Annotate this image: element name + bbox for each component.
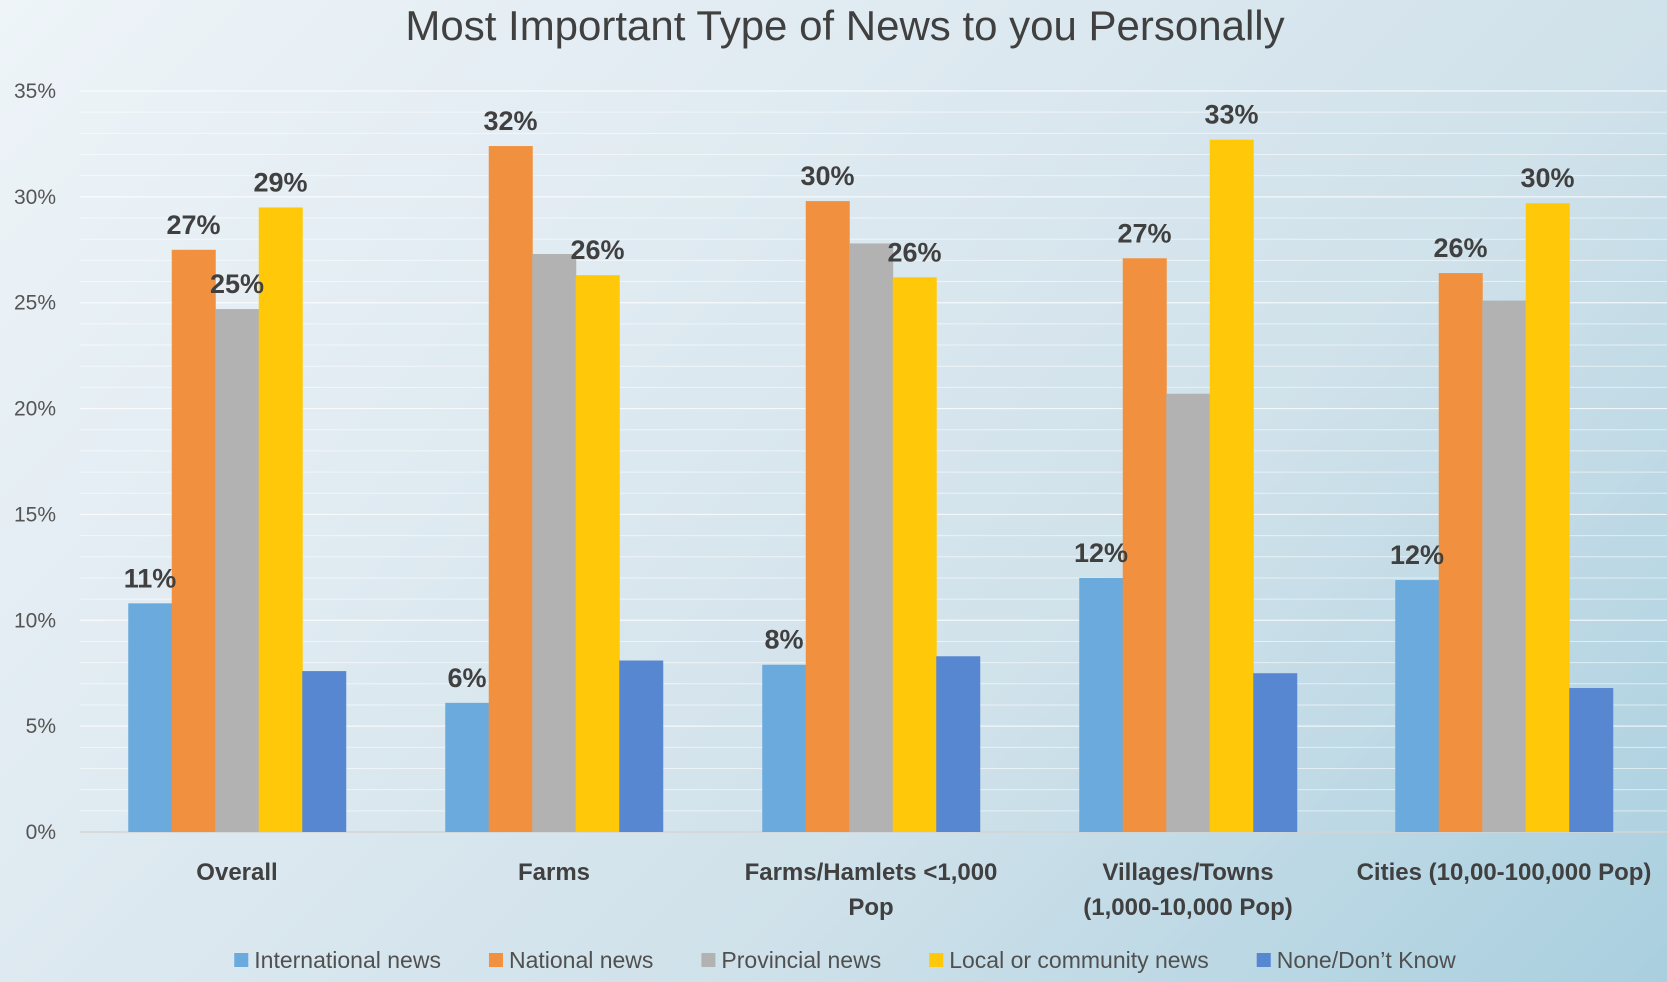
data-label: 6% bbox=[447, 663, 486, 693]
y-tick-label: 5% bbox=[26, 715, 56, 738]
y-tick-label: 0% bbox=[26, 821, 56, 844]
data-label: 11% bbox=[124, 563, 177, 593]
bar-provincial-news bbox=[532, 254, 577, 832]
category-label: Villages/Towns (1,000-10,000 Pop) bbox=[1083, 859, 1292, 921]
legend-swatch bbox=[1256, 953, 1271, 967]
bar-international-news bbox=[128, 603, 173, 832]
data-label: 27% bbox=[166, 210, 220, 240]
legend-swatch bbox=[929, 953, 944, 967]
bar-national-news bbox=[1122, 258, 1167, 832]
legend-label: None/Don’t Know bbox=[1277, 947, 1456, 973]
bar-local-or-community-news bbox=[892, 277, 937, 832]
bar-none-don-t-know bbox=[302, 671, 347, 832]
y-tick-label: 30% bbox=[14, 186, 56, 209]
data-label: 26% bbox=[570, 235, 624, 265]
data-label: 29% bbox=[253, 167, 307, 197]
bar-none-don-t-know bbox=[1569, 688, 1614, 832]
category-label: Cities (10,00-100,000 Pop) bbox=[1357, 859, 1652, 886]
bar-provincial-news bbox=[1166, 393, 1211, 832]
y-tick-label: 25% bbox=[14, 292, 56, 315]
data-label: 12% bbox=[1390, 540, 1444, 570]
y-tick-label: 20% bbox=[14, 398, 56, 421]
legend-swatch bbox=[234, 953, 249, 967]
data-label: 26% bbox=[887, 237, 941, 267]
data-label: 32% bbox=[483, 106, 537, 136]
y-tick-label: 15% bbox=[14, 503, 56, 526]
bar-none-don-t-know bbox=[1253, 673, 1298, 832]
data-label: 30% bbox=[800, 161, 854, 191]
legend-label: Local or community news bbox=[949, 947, 1209, 973]
bar-provincial-news bbox=[215, 309, 260, 833]
bar-national-news bbox=[171, 249, 216, 833]
bar-international-news bbox=[1079, 577, 1124, 832]
category-label: Overall bbox=[196, 859, 277, 886]
bars bbox=[128, 139, 1614, 833]
legend-label: National news bbox=[509, 947, 653, 973]
y-axis-ticks: 0% 5% 10% 15% 20% 25% 30% 35% bbox=[14, 80, 56, 844]
category-label: Farms bbox=[518, 859, 590, 886]
bar-international-news bbox=[445, 702, 490, 832]
bar-national-news bbox=[488, 146, 533, 832]
y-tick-label: 35% bbox=[14, 80, 56, 103]
y-tick-label: 10% bbox=[14, 609, 56, 632]
category-label: Farms/Hamlets <1,000 Pop bbox=[745, 859, 998, 921]
data-labels: 11% 27% 25% 29% 6% 32% 26% 8% 30% 26% 12% 27% 33% 12%… bbox=[124, 100, 1575, 693]
bar-local-or-community-news bbox=[258, 207, 303, 832]
data-label: 12% bbox=[1074, 538, 1128, 568]
bar-national-news bbox=[805, 201, 850, 832]
legend-swatch bbox=[488, 953, 503, 967]
bar-international-news bbox=[762, 664, 807, 832]
legend-label: Provincial news bbox=[721, 947, 881, 973]
bar-none-don-t-know bbox=[936, 656, 981, 832]
chart-title: Most Important Type of News to you Perso… bbox=[405, 2, 1284, 49]
data-label: 27% bbox=[1117, 218, 1171, 248]
bar-local-or-community-news bbox=[1209, 139, 1254, 833]
bar-provincial-news bbox=[849, 243, 894, 833]
bar-national-news bbox=[1438, 273, 1483, 832]
category-labels: Overall Farms Farms/Hamlets <1,000 Pop Villa… bbox=[196, 859, 1651, 921]
bar-none-don-t-know bbox=[619, 660, 664, 832]
data-label: 33% bbox=[1204, 100, 1258, 130]
data-label: 30% bbox=[1520, 163, 1574, 193]
bar-local-or-community-news bbox=[575, 275, 620, 833]
legend-swatch bbox=[701, 953, 716, 967]
bar-provincial-news bbox=[1482, 300, 1527, 832]
legend: International news National news Provincia… bbox=[234, 947, 1456, 973]
bar-international-news bbox=[1395, 580, 1440, 832]
legend-label: International news bbox=[254, 947, 441, 973]
bar-local-or-community-news bbox=[1525, 203, 1570, 833]
data-label: 8% bbox=[764, 625, 803, 655]
data-label: 25% bbox=[210, 269, 264, 299]
data-label: 26% bbox=[1433, 233, 1487, 263]
